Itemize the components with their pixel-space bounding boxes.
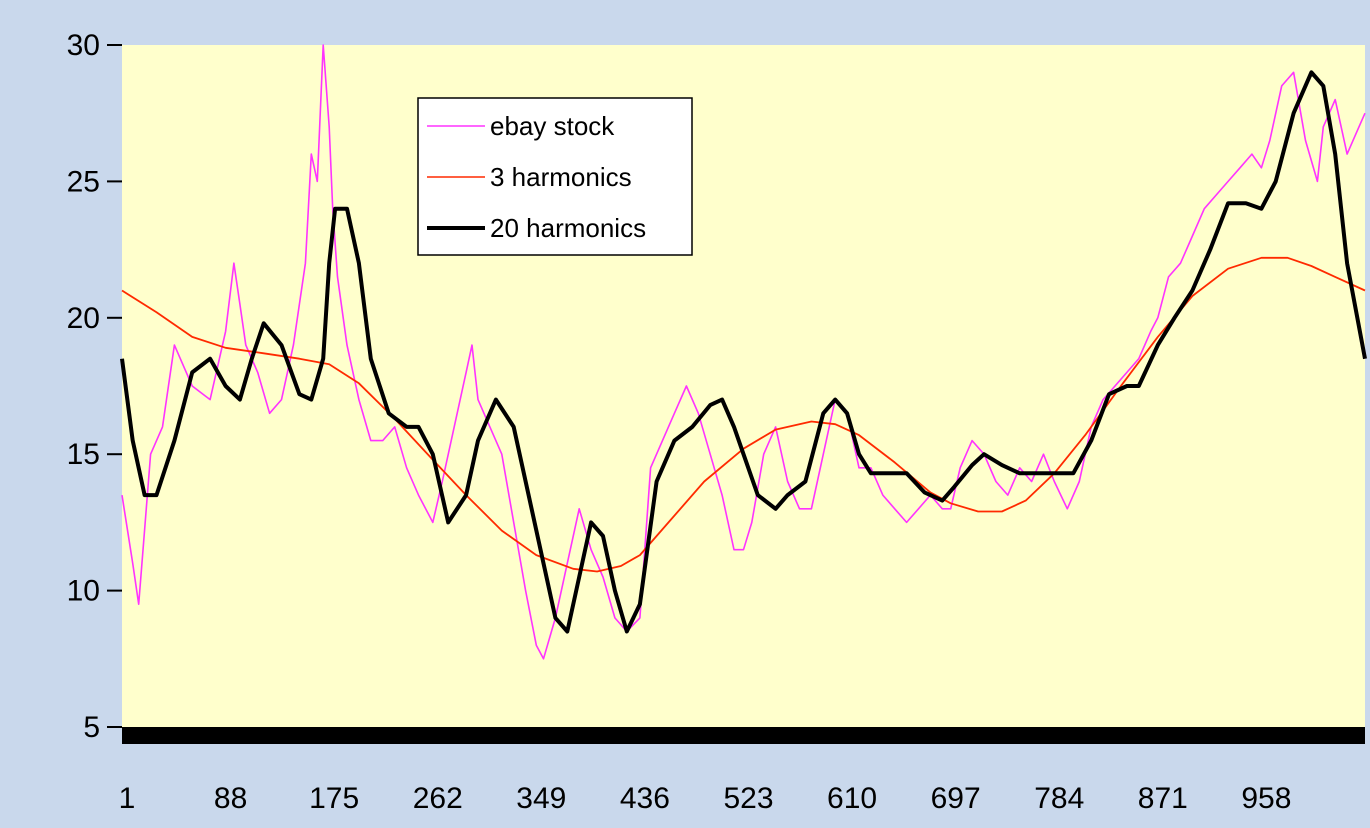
x-tick-label: 958: [1241, 782, 1291, 815]
x-tick-label: 871: [1138, 782, 1188, 815]
x-tick-label: 262: [413, 782, 463, 815]
y-tick-label: 20: [67, 302, 100, 335]
legend-label: 3 harmonics: [490, 162, 632, 192]
y-tick-label: 10: [67, 575, 100, 608]
legend: ebay stock 3 harmonics 20 harmonics: [417, 97, 693, 256]
x-tick-label: 697: [931, 782, 981, 815]
legend-label: 20 harmonics: [490, 213, 646, 243]
x-axis-baseline: [122, 727, 1365, 744]
x-tick-label: 88: [214, 782, 247, 815]
plot-area: [122, 45, 1365, 735]
y-tick-label: 5: [83, 711, 100, 744]
series-ebay-stock: [121, 44, 1366, 660]
y-tick-label: 25: [67, 165, 100, 198]
y-tick-label: 30: [67, 29, 100, 62]
x-tick-label: 610: [827, 782, 877, 815]
x-tick-label: 349: [516, 782, 566, 815]
x-tick-label: 436: [620, 782, 670, 815]
x-tick-label: 1: [119, 782, 136, 815]
legend-label: ebay stock: [490, 111, 615, 141]
y-axis: 5 10 15 20 25 30: [67, 29, 122, 744]
series-layer: [120, 44, 1367, 660]
x-axis: 1 88 175 262 349 436 523 610 697 784 871 958: [119, 782, 1292, 815]
series-20-harmonics: [120, 70, 1367, 634]
x-tick-label: 175: [309, 782, 359, 815]
x-tick-label: 784: [1034, 782, 1084, 815]
x-tick-label: 523: [723, 782, 773, 815]
y-tick-label: 15: [67, 438, 100, 471]
